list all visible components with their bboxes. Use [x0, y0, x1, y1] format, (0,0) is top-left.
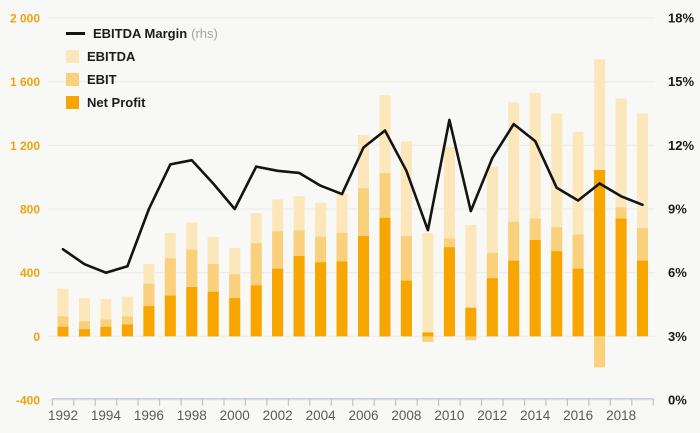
margin-line-swatch-icon — [66, 31, 85, 35]
bar-net-profit — [143, 306, 155, 337]
bar-net-profit — [486, 278, 498, 337]
y-axis-label-left: 1 600 — [10, 75, 40, 89]
bar-ebitda — [551, 113, 563, 337]
bar-ebitda — [637, 113, 648, 337]
x-axis-label: 1994 — [91, 408, 122, 423]
x-axis-label: 1992 — [48, 408, 78, 423]
bar-ebitda — [422, 232, 434, 337]
legend-label-ebitda: EBITDA — [87, 48, 136, 64]
y-axis-label-right: 0% — [668, 393, 687, 408]
bar-ebitda — [508, 102, 520, 337]
y-axis-label-left: 1 200 — [10, 139, 40, 153]
bar-ebit — [79, 321, 90, 337]
y-axis-left: 2 000 1 600 1 200 800 400 0 -400 — [10, 12, 40, 408]
bar-net-profit — [358, 236, 369, 337]
y-axis-label-left: -400 — [16, 394, 40, 408]
legend-item-ebitda: EBITDA — [66, 48, 218, 64]
bar-ebit — [57, 316, 69, 337]
x-axis: 1992 1994 1996 1998 2000 2002 2004 2006 2008 2010… — [48, 398, 654, 423]
bar-ebitda — [486, 166, 498, 337]
bar-ebitda — [100, 298, 112, 337]
x-axis-label: 2006 — [348, 408, 378, 423]
bar-ebitda — [529, 92, 541, 337]
bar-ebit — [422, 336, 434, 342]
x-axis-label: 2002 — [263, 408, 293, 423]
legend-label-ebit: EBIT — [87, 71, 117, 87]
chart-legend: EBITDA Margin (rhs) EBITDA EBIT Net Profi… — [66, 25, 218, 110]
bar-net-profit — [121, 324, 133, 337]
bar-net-profit — [336, 261, 348, 337]
bar-net-profit — [100, 326, 112, 337]
legend-item-ebit: EBIT — [66, 71, 218, 87]
bar-ebit — [594, 336, 606, 368]
bar-net-profit — [508, 260, 520, 337]
ebit-swatch-icon — [66, 72, 79, 86]
bar-net-profit — [186, 287, 198, 337]
net-profit-swatch-icon — [66, 95, 79, 109]
ebitda-swatch-icon — [66, 49, 79, 63]
x-axis-label: 2012 — [477, 408, 507, 423]
bars — [57, 59, 648, 368]
legend-rhs-note: (rhs) — [191, 25, 218, 41]
bar-ebitda — [57, 288, 69, 337]
bar-net-profit — [400, 280, 412, 337]
bar-net-profit — [551, 251, 563, 337]
ebitda-margin-line — [61, 118, 644, 275]
bar-net-profit — [379, 217, 391, 337]
x-axis-label: 1996 — [134, 408, 164, 423]
bar-net-profit — [272, 268, 284, 337]
bar-net-profit — [529, 240, 541, 337]
y-axis-label-left: 2 000 — [10, 12, 40, 26]
y-axis-label-right: 9% — [668, 202, 687, 217]
y-axis-label-right: 18% — [668, 11, 694, 26]
y-axis-label-right: 15% — [668, 74, 694, 89]
bar-ebitda — [79, 298, 90, 337]
legend-item-net-profit: Net Profit — [66, 94, 218, 110]
x-axis-label: 2016 — [563, 408, 593, 423]
bar-net-profit — [315, 262, 327, 337]
bar-net-profit — [615, 218, 627, 337]
bar-ebit — [465, 336, 477, 341]
bar-net-profit — [422, 332, 434, 337]
x-axis-label: 1998 — [177, 408, 207, 423]
bar-net-profit — [637, 260, 648, 337]
bar-net-profit — [79, 329, 90, 337]
legend-label-ebitda-margin: EBITDA Margin (rhs) — [93, 25, 218, 41]
y-axis-right: 18% 15% 12% 9% 6% 3% 0% — [668, 11, 694, 408]
y-axis-label-right: 3% — [668, 329, 687, 344]
x-axis-label: 2000 — [220, 408, 250, 423]
bar-ebitda — [465, 224, 477, 337]
y-axis-label-right: 6% — [668, 265, 687, 280]
bar-net-profit — [207, 291, 219, 337]
y-axis-label-left: 400 — [20, 266, 40, 280]
x-axis-label: 2010 — [434, 408, 464, 423]
bar-net-profit — [572, 268, 584, 337]
legend-item-ebitda-margin: EBITDA Margin (rhs) — [66, 25, 218, 41]
bar-net-profit — [465, 307, 477, 337]
bar-net-profit — [443, 247, 455, 337]
x-axis-label: 2018 — [606, 408, 636, 423]
bar-ebitda — [572, 131, 584, 337]
bar-net-profit — [164, 295, 176, 337]
bar-net-profit — [594, 170, 606, 337]
bar-net-profit — [229, 298, 241, 337]
y-axis-label-right: 12% — [668, 138, 694, 153]
legend-label-net-profit: Net Profit — [87, 94, 146, 110]
bar-net-profit — [293, 256, 305, 337]
x-axis-label: 2014 — [520, 408, 551, 423]
bar-net-profit — [250, 285, 262, 337]
bar-net-profit — [57, 326, 69, 337]
y-axis-label-left: 800 — [20, 203, 40, 217]
x-axis-label: 2008 — [391, 408, 421, 423]
y-axis-label-left: 0 — [33, 330, 40, 344]
x-axis-label: 2004 — [306, 408, 337, 423]
